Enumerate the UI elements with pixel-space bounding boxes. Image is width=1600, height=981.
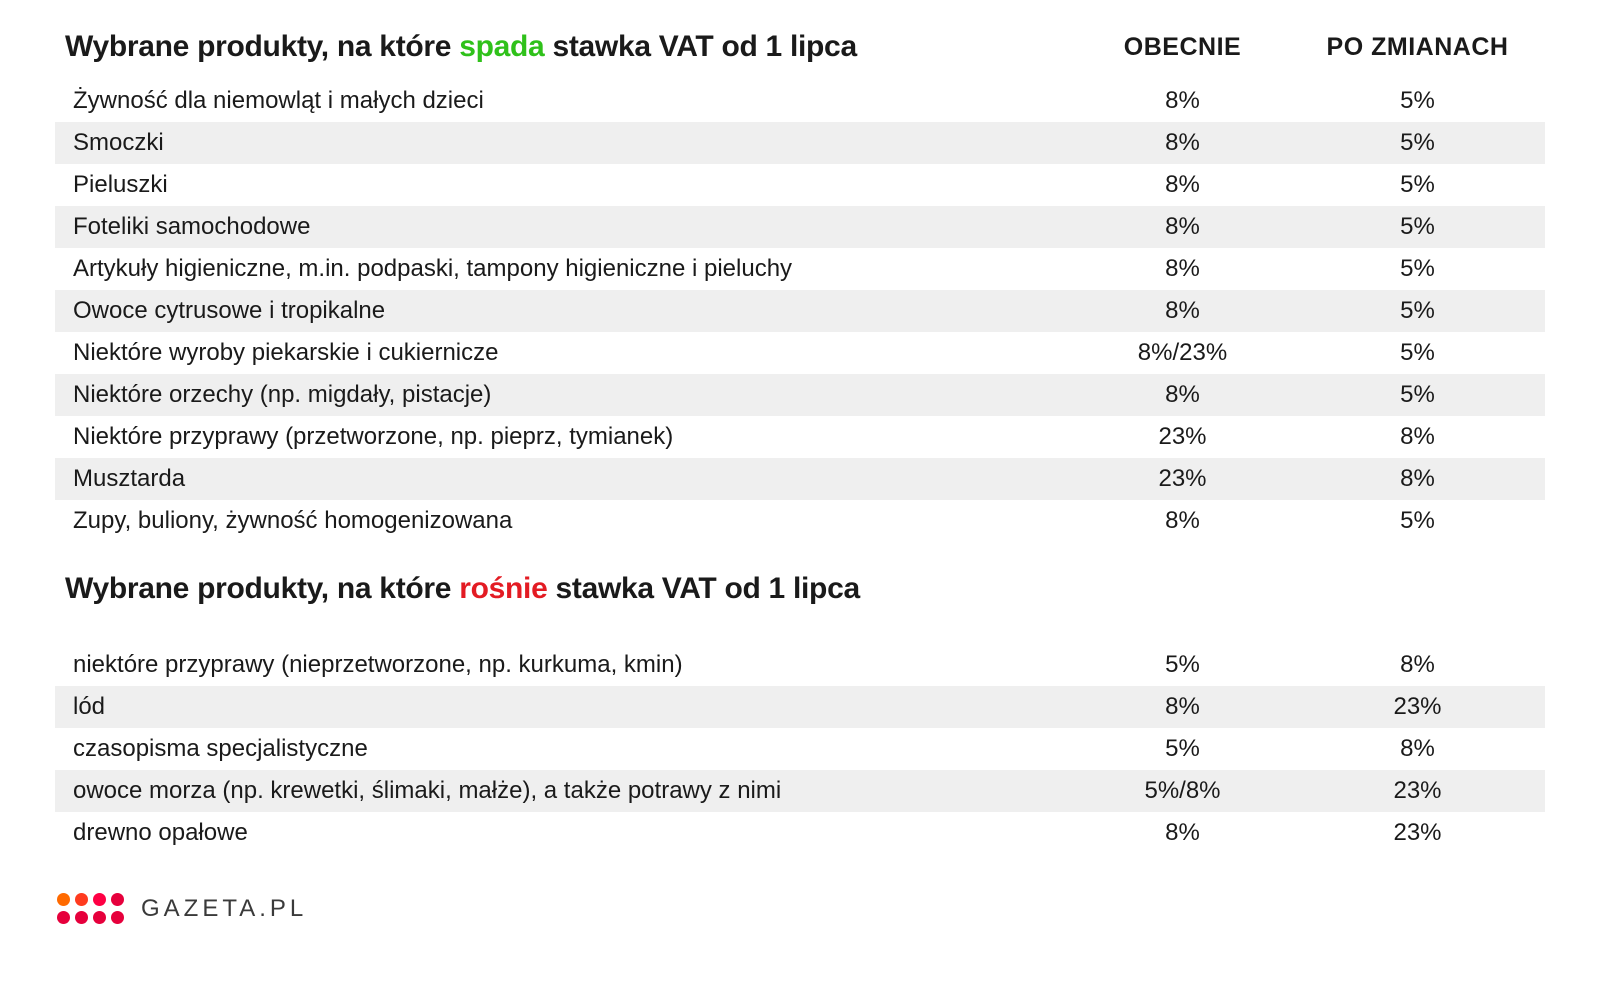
title-highlight-spada: spada xyxy=(459,30,544,63)
cell-product: Smoczki xyxy=(65,129,1065,157)
cell-current: 5% xyxy=(1065,651,1300,679)
cell-after: 5% xyxy=(1300,381,1535,409)
section1-title: Wybrane produkty, na które spada stawka … xyxy=(65,30,1065,64)
table-row: Artykuły higieniczne, m.in. podpaski, ta… xyxy=(55,248,1545,290)
cell-product: Musztarda xyxy=(65,465,1065,493)
cell-after: 5% xyxy=(1300,255,1535,283)
table-row: Foteliki samochodowe8%5% xyxy=(55,206,1545,248)
table-row: Pieluszki8%5% xyxy=(55,164,1545,206)
table-row: niektóre przyprawy (nieprzetworzone, np.… xyxy=(55,644,1545,686)
logo-dot xyxy=(57,911,70,924)
title2-post: stawka VAT od 1 lipca xyxy=(547,572,859,605)
cell-product: Foteliki samochodowe xyxy=(65,213,1065,241)
cell-after: 23% xyxy=(1300,693,1535,721)
table-row: Niektóre orzechy (np. migdały, pistacje)… xyxy=(55,374,1545,416)
cell-after: 5% xyxy=(1300,87,1535,115)
table-header: Wybrane produkty, na które spada stawka … xyxy=(55,30,1545,72)
title-highlight-rosnie: rośnie xyxy=(459,572,547,605)
cell-product: niektóre przyprawy (nieprzetworzone, np.… xyxy=(65,651,1065,679)
cell-product: czasopisma specjalistyczne xyxy=(65,735,1065,763)
logo-dot xyxy=(75,893,88,906)
table-row: Żywność dla niemowląt i małych dzieci8%5… xyxy=(55,80,1545,122)
cell-current: 5%/8% xyxy=(1065,777,1300,805)
title-pre: Wybrane produkty, na które xyxy=(65,30,459,63)
table-row: Niektóre wyroby piekarskie i cukiernicze… xyxy=(55,332,1545,374)
cell-product: Owoce cytrusowe i tropikalne xyxy=(65,297,1065,325)
cell-current: 8% xyxy=(1065,819,1300,847)
column-header-current: OBECNIE xyxy=(1065,33,1300,62)
table-row: Niektóre przyprawy (przetworzone, np. pi… xyxy=(55,416,1545,458)
logo-dot xyxy=(93,893,106,906)
section2-rows: niektóre przyprawy (nieprzetworzone, np.… xyxy=(55,644,1545,854)
cell-product: Artykuły higieniczne, m.in. podpaski, ta… xyxy=(65,255,1065,283)
logo-dot xyxy=(111,893,124,906)
table-row: drewno opałowe8%23% xyxy=(55,812,1545,854)
footer: GAZETA.PL xyxy=(55,888,1545,930)
brand-name: GAZETA.PL xyxy=(141,895,307,923)
title2-pre: Wybrane produkty, na które xyxy=(65,572,459,605)
table-row: czasopisma specjalistyczne5%8% xyxy=(55,728,1545,770)
cell-current: 8% xyxy=(1065,171,1300,199)
cell-product: Niektóre wyroby piekarskie i cukiernicze xyxy=(65,339,1065,367)
cell-after: 5% xyxy=(1300,507,1535,535)
table-row: Zupy, buliony, żywność homogenizowana8%5… xyxy=(55,500,1545,542)
cell-after: 8% xyxy=(1300,735,1535,763)
cell-current: 8% xyxy=(1065,507,1300,535)
logo-dot xyxy=(111,911,124,924)
cell-product: Niektóre orzechy (np. migdały, pistacje) xyxy=(65,381,1065,409)
logo-dot xyxy=(57,893,70,906)
cell-current: 8%/23% xyxy=(1065,339,1300,367)
table-row: owoce morza (np. krewetki, ślimaki, małż… xyxy=(55,770,1545,812)
cell-product: drewno opałowe xyxy=(65,819,1065,847)
cell-after: 23% xyxy=(1300,819,1535,847)
cell-after: 8% xyxy=(1300,423,1535,451)
table-row: Owoce cytrusowe i tropikalne8%5% xyxy=(55,290,1545,332)
cell-product: Pieluszki xyxy=(65,171,1065,199)
table-row: lód8%23% xyxy=(55,686,1545,728)
cell-product: Żywność dla niemowląt i małych dzieci xyxy=(65,87,1065,115)
logo-dot xyxy=(75,911,88,924)
cell-after: 23% xyxy=(1300,777,1535,805)
cell-current: 8% xyxy=(1065,87,1300,115)
cell-current: 23% xyxy=(1065,465,1300,493)
cell-product: lód xyxy=(65,693,1065,721)
cell-product: owoce morza (np. krewetki, ślimaki, małż… xyxy=(65,777,1065,805)
gazeta-logo-icon xyxy=(57,888,123,930)
table-row: Musztarda23%8% xyxy=(55,458,1545,500)
cell-product: Niektóre przyprawy (przetworzone, np. pi… xyxy=(65,423,1065,451)
cell-after: 5% xyxy=(1300,339,1535,367)
cell-after: 8% xyxy=(1300,651,1535,679)
section1-rows: Żywność dla niemowląt i małych dzieci8%5… xyxy=(55,80,1545,542)
cell-current: 8% xyxy=(1065,381,1300,409)
table-row: Smoczki8%5% xyxy=(55,122,1545,164)
section2-subheader: Wybrane produkty, na które rośnie stawka… xyxy=(55,542,1545,644)
cell-after: 5% xyxy=(1300,129,1535,157)
section2-title: Wybrane produkty, na które rośnie stawka… xyxy=(65,572,1065,606)
cell-after: 5% xyxy=(1300,213,1535,241)
cell-current: 5% xyxy=(1065,735,1300,763)
logo-dot xyxy=(93,911,106,924)
cell-after: 8% xyxy=(1300,465,1535,493)
cell-after: 5% xyxy=(1300,297,1535,325)
cell-current: 8% xyxy=(1065,693,1300,721)
cell-current: 8% xyxy=(1065,255,1300,283)
cell-current: 8% xyxy=(1065,297,1300,325)
title-post: stawka VAT od 1 lipca xyxy=(544,30,856,63)
column-header-after: PO ZMIANACH xyxy=(1300,33,1535,62)
cell-current: 8% xyxy=(1065,213,1300,241)
cell-after: 5% xyxy=(1300,171,1535,199)
cell-current: 8% xyxy=(1065,129,1300,157)
cell-product: Zupy, buliony, żywność homogenizowana xyxy=(65,507,1065,535)
cell-current: 23% xyxy=(1065,423,1300,451)
